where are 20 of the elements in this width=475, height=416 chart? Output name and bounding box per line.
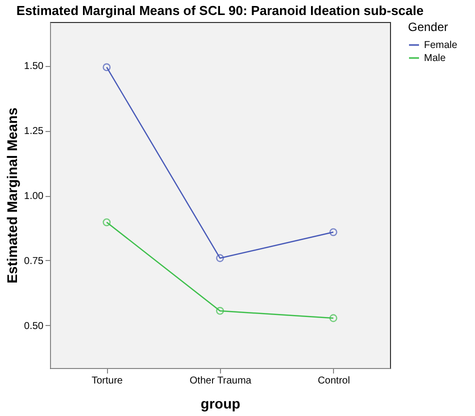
x-tick-label: Control	[318, 376, 350, 386]
x-tick-label: Torture	[92, 376, 124, 386]
y-axis-title: Estimated Marginal Means	[4, 107, 20, 284]
y-tick-label: 1.00	[24, 191, 44, 202]
legend-label: Male	[424, 53, 446, 64]
y-tick-label: 0.75	[24, 256, 44, 267]
legend-label: Female	[424, 40, 458, 51]
y-tick-label: 1.25	[24, 126, 44, 138]
x-axis-title: group	[200, 396, 240, 412]
y-tick-label: 1.50	[24, 61, 44, 72]
x-tick-label: Other Trauma	[190, 376, 252, 386]
point	[102, 218, 111, 226]
y-tick-label: 0.50	[24, 320, 44, 332]
chart-title: Estimated Marginal Means of SCL 90: Paranoid Ideation sub-scale	[16, 3, 424, 18]
point	[329, 228, 338, 236]
point	[216, 254, 224, 262]
legend-title: Gender	[408, 20, 448, 34]
point	[216, 306, 224, 315]
point	[329, 314, 338, 322]
point	[102, 63, 111, 72]
